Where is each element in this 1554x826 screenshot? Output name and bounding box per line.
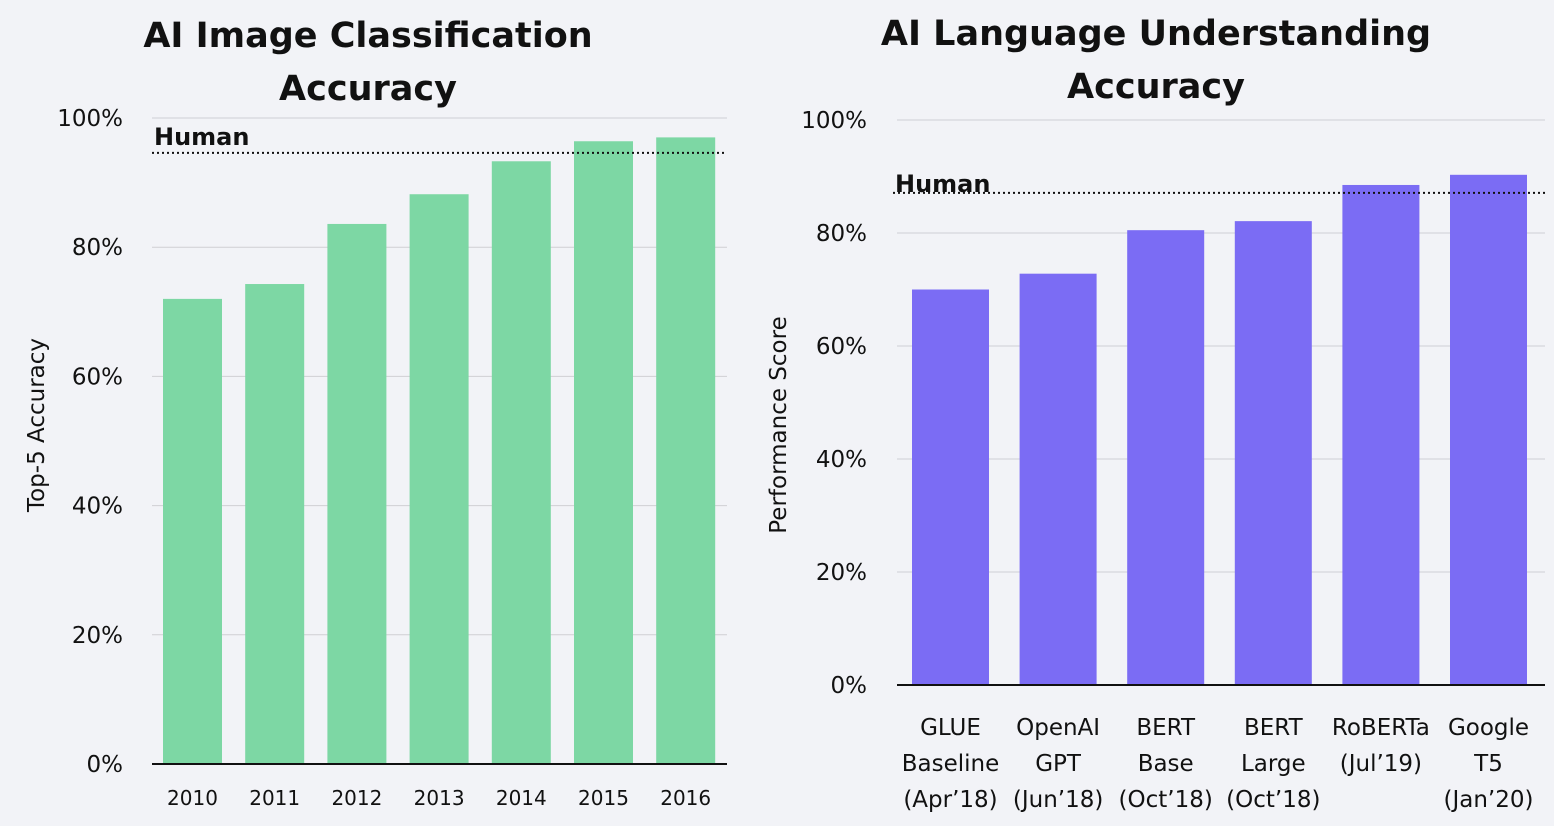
chart-title-line: AI Image Classification <box>143 16 592 56</box>
bar <box>1450 174 1527 685</box>
bar <box>1234 221 1312 685</box>
bar <box>491 161 551 765</box>
x-tick-label: BERT Large (Oct’18) <box>1226 715 1320 813</box>
y-tick-label: 60% <box>816 334 867 360</box>
bar <box>656 137 716 764</box>
x-tick-label: Google T5 (Jan’20) <box>1444 715 1534 813</box>
bar <box>163 298 222 764</box>
x-tick-label: 2014 <box>496 786 547 810</box>
x-tick-label: BERT Base (Oct’18) <box>1119 715 1213 813</box>
y-axis-label: Top-5 Accuracy <box>24 338 50 513</box>
human-reference-label: Human <box>895 170 990 198</box>
language-understanding-chart: AI Language Understanding Accuracy 0% 20% 40… <box>766 14 1545 813</box>
y-tick-label: 0% <box>831 673 868 699</box>
y-tick-label: 20% <box>72 623 123 649</box>
x-tick-label: GLUE Baseline (Apr’18) <box>902 715 1000 813</box>
y-tick-label: 100% <box>57 106 123 132</box>
bar <box>1342 184 1420 685</box>
x-tick-label: 2012 <box>331 786 382 810</box>
chart-title-line: Accuracy <box>279 69 457 109</box>
x-tick-label: 2010 <box>167 786 218 810</box>
x-tick-label: 2016 <box>660 786 711 810</box>
chart-title-line: Accuracy <box>1067 67 1245 107</box>
x-tick-label: 2011 <box>249 786 300 810</box>
chart-title-line: AI Language Understanding <box>881 14 1431 54</box>
bar <box>1019 273 1097 685</box>
x-tick-label: OpenAI GPT (Jun’18) <box>1013 715 1103 813</box>
bar <box>245 284 305 764</box>
y-tick-label: 40% <box>72 494 123 520</box>
bar <box>1127 230 1205 686</box>
bar <box>409 194 469 764</box>
y-tick-label: 20% <box>816 560 867 586</box>
y-tick-label: 100% <box>801 108 867 134</box>
y-tick-label: 40% <box>816 447 867 473</box>
x-tick-label: 2013 <box>414 786 465 810</box>
image-classification-chart: AI Image Classification Accuracy 0% 20% 40% 6… <box>24 16 727 810</box>
y-tick-label: 60% <box>72 364 123 390</box>
x-tick-label: RoBERTa (Jul’19) <box>1332 715 1430 777</box>
bar <box>912 289 989 685</box>
x-tick-label: 2015 <box>578 786 629 810</box>
human-reference-label: Human <box>154 123 249 151</box>
y-axis-label: Performance Score <box>766 316 792 533</box>
y-tick-label: 80% <box>816 221 867 247</box>
bar <box>574 141 633 765</box>
bar <box>327 223 387 765</box>
y-tick-label: 0% <box>87 752 124 778</box>
y-tick-label: 80% <box>72 235 123 261</box>
